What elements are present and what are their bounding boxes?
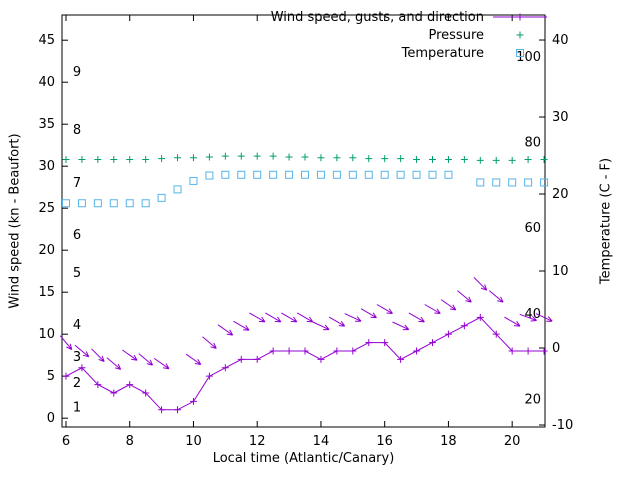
svg-text:20: 20: [504, 434, 521, 449]
legend-sample-pressure-icon: [492, 28, 548, 42]
svg-text:4: 4: [73, 318, 81, 333]
svg-text:5: 5: [73, 266, 81, 281]
svg-text:18: 18: [440, 434, 457, 449]
svg-text:40: 40: [38, 75, 55, 90]
y-axis-title-left: Wind speed (kn - Beaufort): [7, 133, 23, 309]
legend-label-wind: Wind speed, gusts, and direction: [270, 9, 484, 25]
legend-item-wind: Wind speed, gusts, and direction: [271, 8, 548, 26]
svg-text:60: 60: [524, 221, 541, 236]
svg-text:45: 45: [38, 33, 55, 48]
y-axis-title-right: Temperature (C - F): [598, 157, 614, 285]
svg-text:0: 0: [47, 411, 55, 426]
svg-text:6: 6: [73, 228, 81, 243]
svg-text:10: 10: [552, 264, 569, 279]
svg-text:100: 100: [516, 50, 541, 65]
svg-text:3: 3: [73, 350, 81, 365]
legend-item-temperature: Temperature: [271, 44, 548, 62]
svg-text:25: 25: [38, 201, 55, 216]
svg-text:10: 10: [38, 327, 55, 342]
svg-text:15: 15: [38, 285, 55, 300]
svg-text:10: 10: [185, 434, 202, 449]
svg-text:7: 7: [73, 176, 81, 191]
legend-sample-wind-icon: [492, 10, 548, 24]
svg-text:80: 80: [524, 135, 541, 150]
legend-label-temperature: Temperature: [401, 45, 484, 61]
svg-text:20: 20: [524, 393, 541, 408]
svg-text:8: 8: [126, 434, 134, 449]
svg-text:0: 0: [552, 341, 560, 356]
legend-item-pressure: Pressure: [271, 26, 548, 44]
svg-text:8: 8: [73, 123, 81, 138]
svg-text:6: 6: [62, 434, 70, 449]
svg-text:20: 20: [552, 187, 569, 202]
x-axis-title: Local time (Atlantic/Canary): [212, 451, 395, 466]
legend-sample-temperature-icon: [492, 46, 548, 60]
legend: Wind speed, gusts, and direction Pressur…: [271, 8, 548, 62]
svg-text:20: 20: [38, 243, 55, 258]
svg-text:30: 30: [38, 159, 55, 174]
svg-text:40: 40: [552, 33, 569, 48]
svg-text:35: 35: [38, 117, 55, 132]
svg-text:12: 12: [249, 434, 266, 449]
svg-text:30: 30: [552, 110, 569, 125]
svg-text:16: 16: [376, 434, 393, 449]
svg-text:1: 1: [73, 400, 81, 415]
svg-text:14: 14: [313, 434, 330, 449]
legend-label-pressure: Pressure: [428, 27, 484, 43]
svg-text:9: 9: [73, 65, 81, 80]
svg-text:2: 2: [73, 376, 81, 391]
svg-text:5: 5: [47, 369, 55, 384]
svg-text:-10: -10: [552, 418, 573, 433]
svg-text:40: 40: [524, 307, 541, 322]
